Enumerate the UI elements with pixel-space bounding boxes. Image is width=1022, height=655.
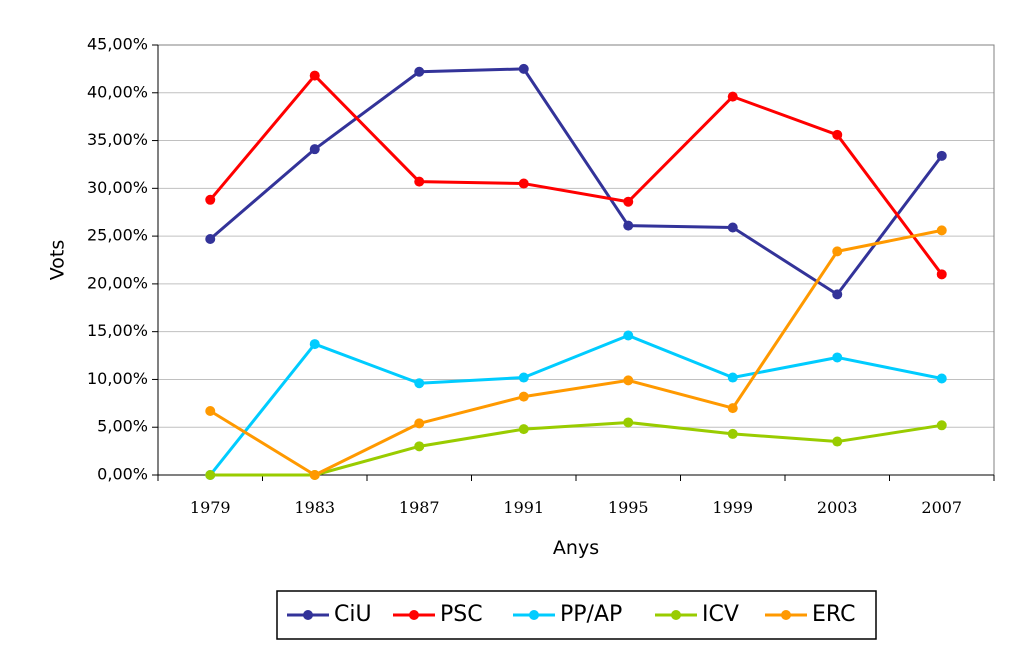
x-tick-label: 1983 [294,498,335,517]
data-point [309,339,320,350]
legend-label: CiU [334,602,372,627]
series-line [210,420,942,477]
data-point [518,63,529,74]
data-point [727,222,738,233]
data-point [727,372,738,383]
data-point [414,66,425,77]
data-point [623,417,634,428]
data-point [205,194,216,205]
y-tick-label: 5,00% [97,417,148,436]
data-point [623,220,634,231]
y-tick-label: 10,00% [87,369,148,388]
y-tick-label: 35,00% [87,130,148,149]
legend: CiU PSC PP/AP ICV ERC [276,590,877,640]
data-point [936,225,947,236]
data-point [205,470,216,480]
y-tick-label: 20,00% [87,273,148,292]
x-tick-label: 1995 [608,498,649,517]
legend-swatch-marker [671,610,681,620]
data-point [518,372,529,383]
data-point [623,375,634,386]
legend-label: PSC [440,602,483,627]
data-point [727,403,738,414]
axes: 0,00% 5,00% 10,00% 15,00% 20,00% 25,00% 30,00%… [87,35,995,517]
data-point [309,144,320,155]
x-tick-label: 1987 [399,498,440,517]
series-line [209,67,943,296]
data-point [727,428,738,439]
y-axis-title: Vots [47,240,69,281]
data-point [414,378,425,389]
y-tick-label: 45,00% [87,35,148,54]
data-point [832,352,843,363]
data-point [936,420,947,431]
series-layer [205,63,947,480]
data-point [309,70,320,81]
data-point [832,436,843,447]
series-ciu [205,63,947,300]
data-point [518,424,529,435]
legend-swatch-marker [409,610,419,620]
x-tick-label: 2003 [817,498,858,517]
x-tick-label: 1991 [503,498,544,517]
data-point [309,470,320,480]
data-point [205,405,216,416]
series-pp-ap [205,330,947,480]
legend-entry: PSC [393,602,483,627]
legend-entry: ERC [765,602,855,627]
data-point [832,129,843,140]
series-line [209,228,943,477]
y-tick-label: 40,00% [87,82,148,101]
legend-entry: PP/AP [513,602,622,627]
x-axis-title: Anys [553,537,599,559]
x-tick-label: 1979 [190,498,231,517]
series-line [209,74,943,276]
series-erc [205,225,947,480]
data-point [832,289,843,300]
data-point [518,178,529,189]
data-point [623,196,634,207]
grid-lines [158,92,994,428]
data-point [727,91,738,102]
legend-swatch-marker [303,610,313,620]
legend-entry: ICV [655,602,739,627]
y-tick-label: 30,00% [87,178,148,197]
y-tick-label: 15,00% [87,321,148,340]
data-point [414,176,425,187]
data-point [205,233,216,244]
y-tick-label: 0,00% [97,465,148,484]
plot-area-frame [157,44,995,476]
x-tick-label: 2007 [921,498,962,517]
series-psc [205,70,947,280]
data-point [414,441,425,452]
data-point [414,418,425,429]
legend-label: ERC [812,602,855,627]
data-point [936,150,947,161]
y-tick-label: 25,00% [87,226,148,245]
data-point [936,373,947,384]
legend-entry: CiU [287,602,372,627]
x-tick-label: 1999 [712,498,753,517]
legend-label: PP/AP [560,602,622,627]
legend-swatch-marker [529,610,539,620]
data-point [623,330,634,341]
data-point [518,391,529,402]
data-point [832,246,843,257]
data-point [936,269,947,280]
legend-swatch-marker [781,610,791,620]
legend-label: ICV [702,602,739,627]
series-line [209,333,943,476]
